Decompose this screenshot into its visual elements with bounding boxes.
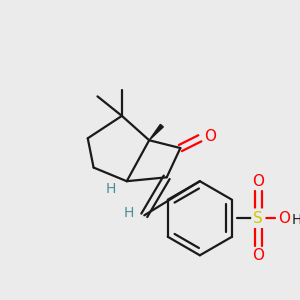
Text: H: H (106, 182, 116, 196)
Text: O: O (252, 248, 264, 263)
Text: O: O (252, 174, 264, 189)
Text: H: H (291, 213, 300, 227)
Polygon shape (149, 124, 163, 140)
Text: S: S (254, 211, 263, 226)
Text: H: H (124, 206, 134, 220)
Text: O: O (278, 211, 290, 226)
Text: O: O (205, 129, 217, 144)
